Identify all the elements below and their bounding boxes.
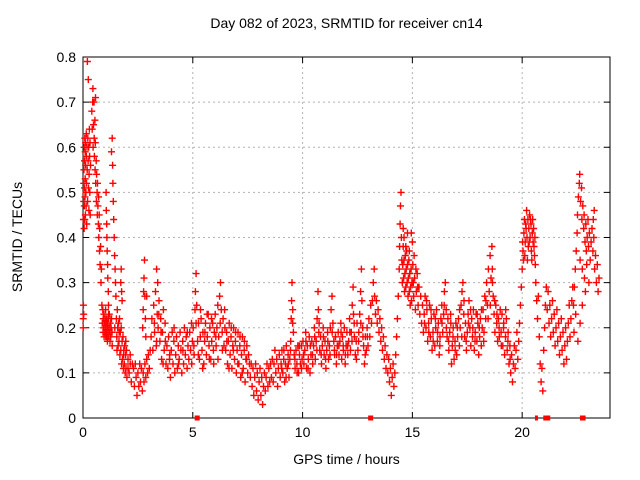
y-axis-label: SRMTID / TECUs <box>9 181 25 293</box>
y-tick-label: 0.8 <box>57 49 77 65</box>
x-tick-label: 15 <box>405 424 421 440</box>
axis-square-marker <box>194 415 200 421</box>
chart-title: Day 082 of 2023, SRMTID for receiver cn1… <box>210 15 483 31</box>
x-tick-label: 5 <box>189 424 197 440</box>
axis-square-marker <box>368 415 374 421</box>
y-tick-label: 0 <box>68 410 76 426</box>
x-tick-label: 0 <box>79 424 87 440</box>
y-tick-label: 0.4 <box>57 230 77 246</box>
y-tick-label: 0.2 <box>57 320 77 336</box>
x-tick-label: 20 <box>514 424 530 440</box>
y-tick-label: 0.5 <box>57 184 77 200</box>
x-axis-label: GPS time / hours <box>293 451 400 467</box>
axis-square-marker <box>534 415 538 421</box>
y-tick-label: 0.3 <box>57 275 77 291</box>
y-tick-label: 0.7 <box>57 94 77 110</box>
axis-square-marker <box>579 415 583 421</box>
y-tick-label: 0.1 <box>57 365 77 381</box>
scatter-points-SRMTID <box>79 58 603 408</box>
y-tick-label: 0.6 <box>57 139 77 155</box>
axis-square-marker <box>582 415 586 421</box>
x-tick-label: 10 <box>295 424 311 440</box>
axis-square-marker <box>543 415 551 421</box>
